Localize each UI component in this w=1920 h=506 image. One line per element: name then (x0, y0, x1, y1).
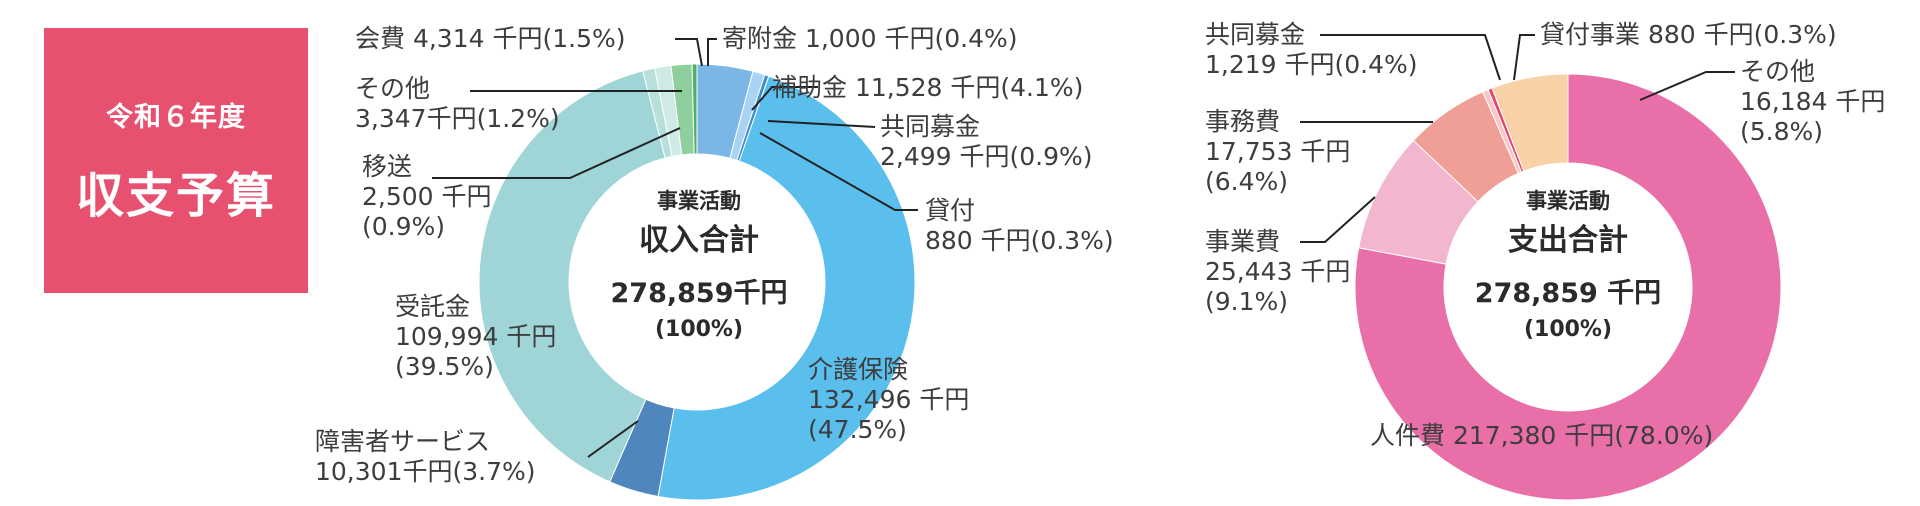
title-box: 令和６年度 収支予算 (44, 28, 308, 293)
expense-slice-5 (1491, 73, 1569, 172)
leader-line (587, 420, 639, 458)
expense-slice-0 (1354, 73, 1782, 501)
slice-label: 障害者サービス 10,301千円(3.7%) (315, 427, 536, 486)
slice-label: 事業費 25,443 千円(9.1%) (1205, 227, 1350, 316)
leader-line (1300, 196, 1376, 243)
leader-line (1639, 71, 1735, 101)
leader-line (751, 86, 818, 111)
leader-line (707, 38, 717, 66)
slice-label: 共同募金 1,219 千円(0.4%) (1205, 20, 1418, 79)
slice-label: 補助金 11,528 千円(4.1%) (772, 73, 1083, 102)
center-line2: 収入合計 (639, 223, 759, 258)
slice-label: 事務費 17,753 千円(6.4%) (1205, 107, 1350, 196)
slice-label: 移送 2,500 千円(0.9%) (362, 152, 492, 241)
center-line1: 事業活動 (1526, 189, 1610, 213)
slice-label: 会費 4,314 千円(1.5%) (355, 24, 625, 53)
slice-label: 介護保険 132,496 千円(47.5%) (808, 355, 969, 444)
income-slice-3 (657, 75, 916, 501)
fiscal-year-label: 令和６年度 (106, 102, 246, 133)
budget-title: 収支予算 (75, 168, 276, 224)
center-line4: (100%) (1524, 317, 1612, 342)
slice-label: 寄附金 1,000 千円(0.4%) (722, 24, 1017, 53)
leader-line (767, 120, 876, 128)
center-line3: 278,859 千円 (1475, 278, 1661, 309)
income-slice-9 (691, 63, 698, 155)
leader-line (759, 132, 918, 211)
leader-line (675, 38, 703, 67)
leader-line (1320, 34, 1501, 81)
leader-line (1513, 34, 1535, 81)
income-slice-5 (478, 70, 666, 483)
center-line2: 支出合計 (1508, 223, 1628, 258)
slice-label: 人件費 217,380 千円(78.0%) (1370, 421, 1713, 450)
slice-label: その他 16,184 千円(5.8%) (1740, 57, 1885, 146)
slice-label: 受託金 109,994 千円(39.5%) (395, 292, 556, 381)
slice-label: 共同募金 2,499 千円(0.9%) (880, 112, 1093, 171)
slice-label: 貸付事業 880 千円(0.3%) (1540, 20, 1837, 49)
slice-label: その他 3,347千円(1.2%) (355, 74, 560, 133)
center-line3: 278,859千円 (611, 278, 788, 309)
center-line1: 事業活動 (657, 189, 741, 213)
leader-line (432, 127, 681, 179)
center-line4: (100%) (655, 317, 743, 342)
slice-label: 貸付 880 千円(0.3%) (925, 196, 1114, 255)
